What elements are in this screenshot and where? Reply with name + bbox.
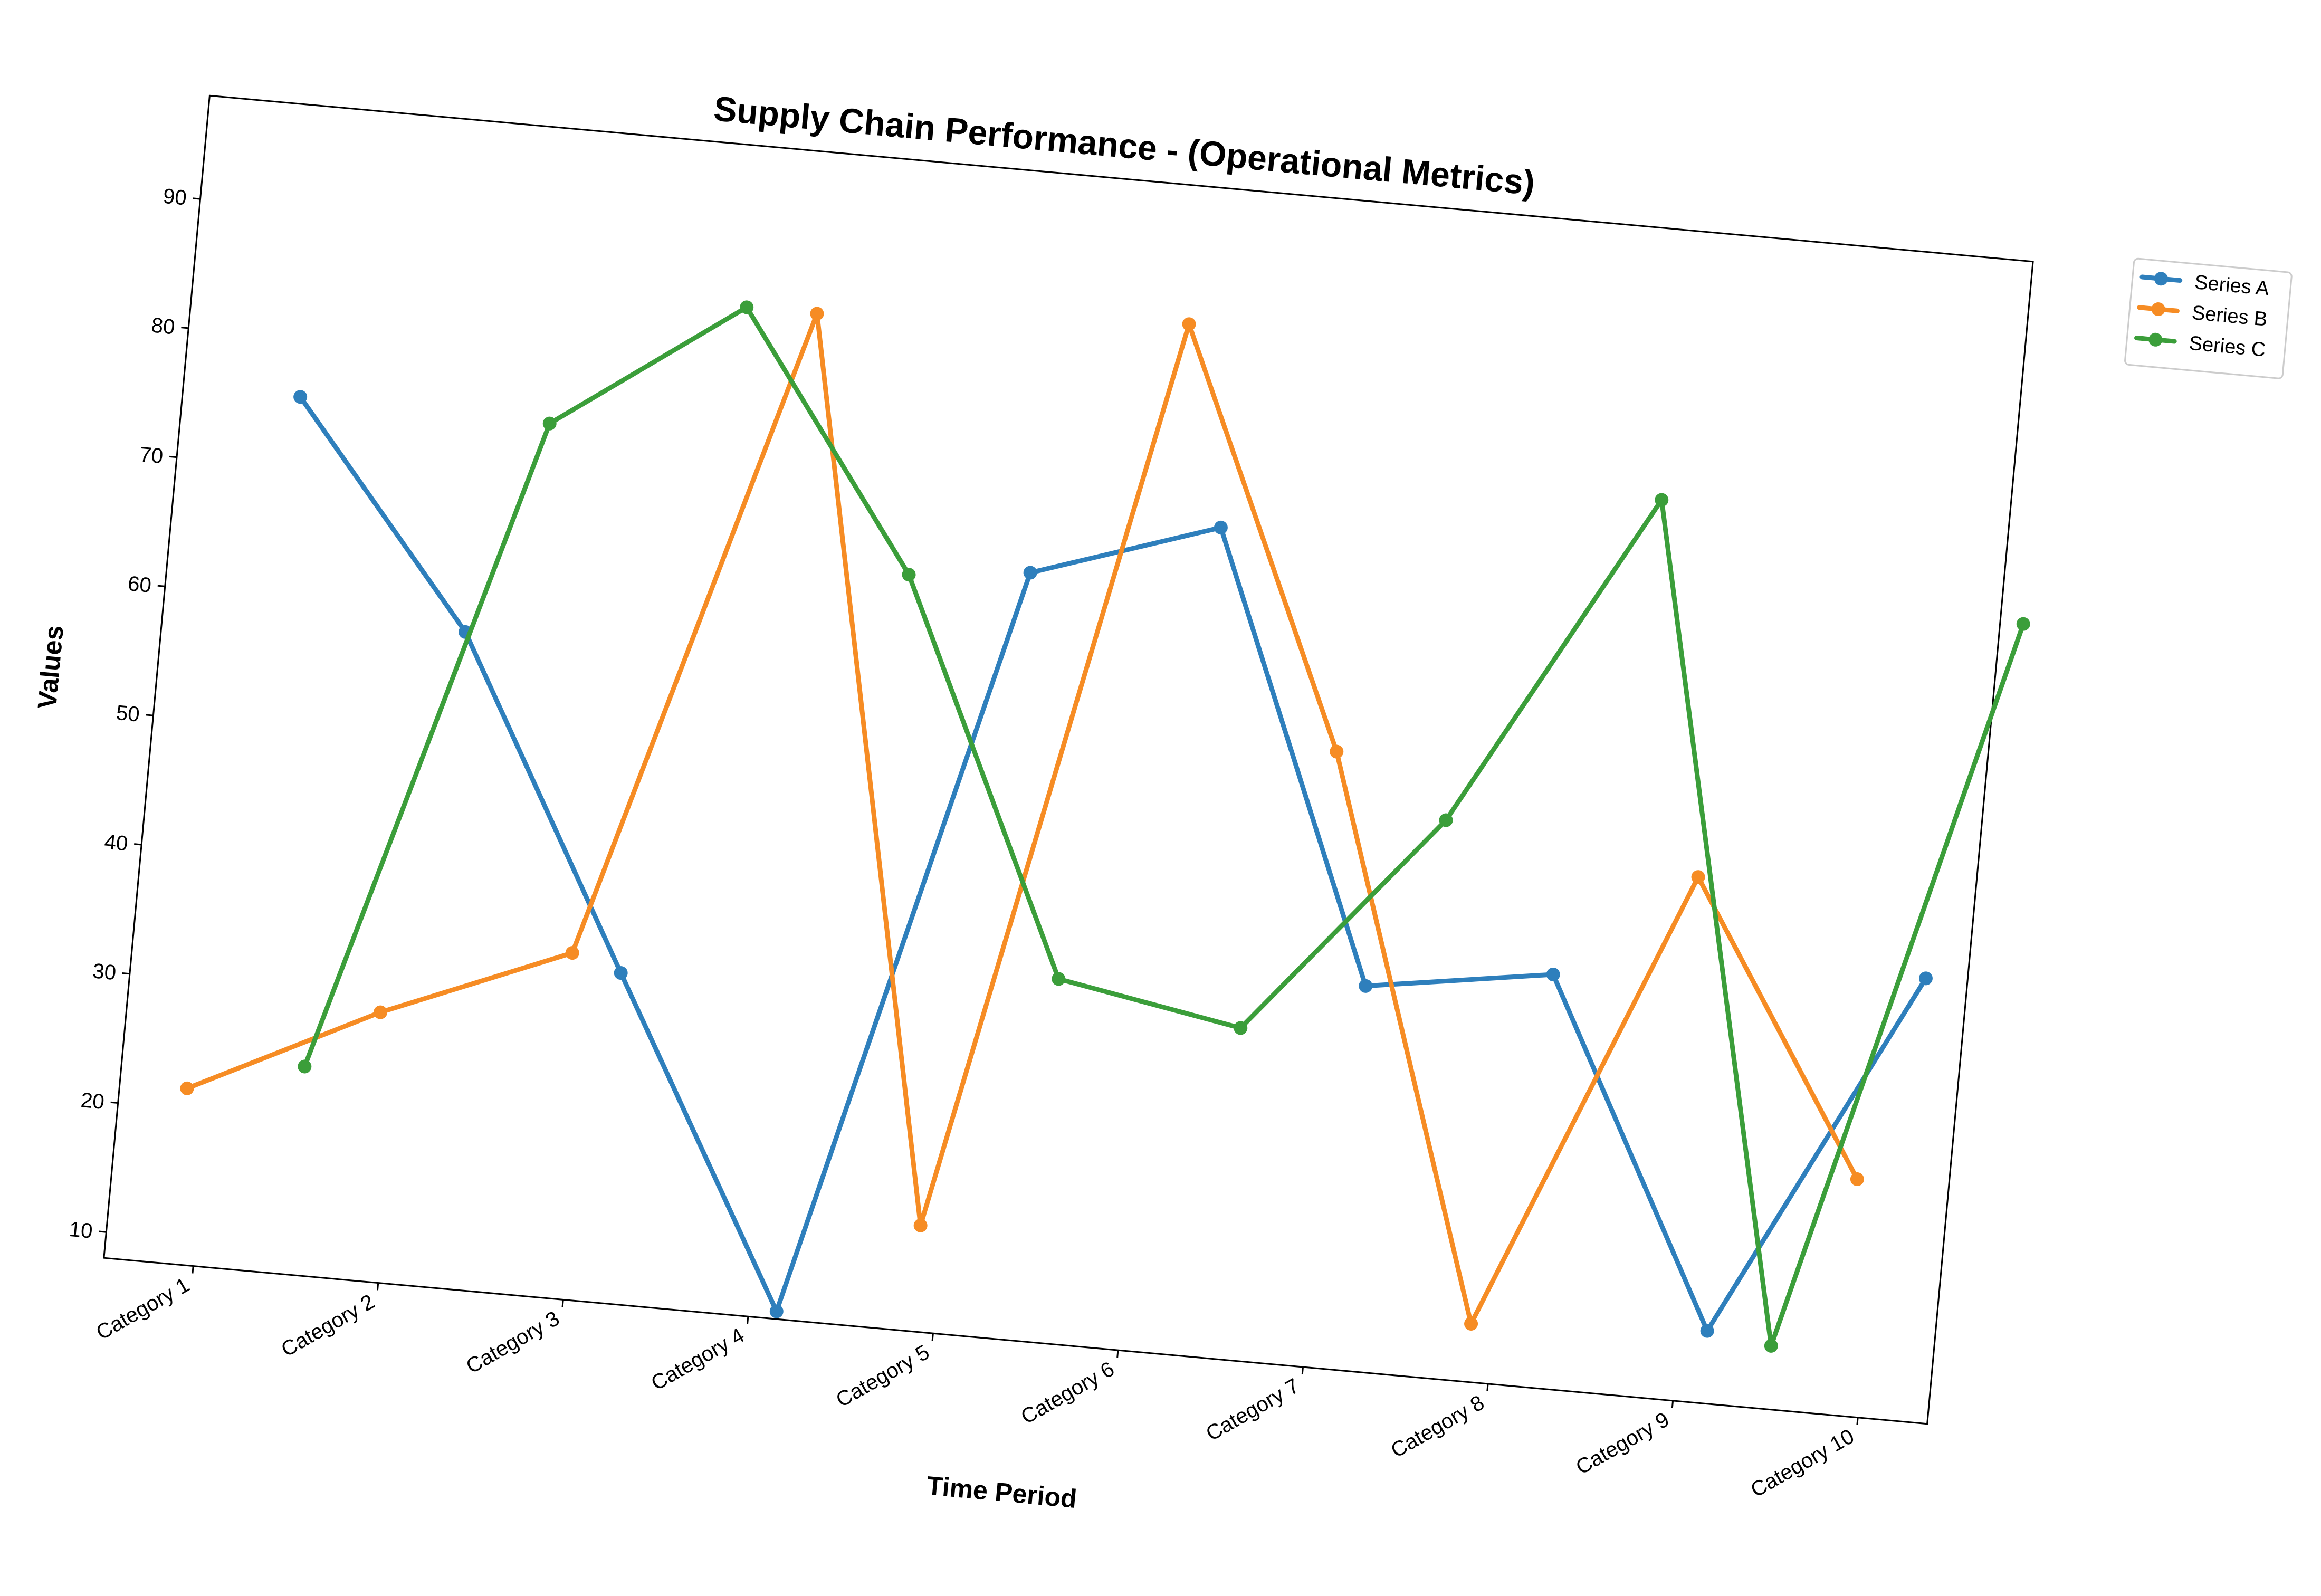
x-tick-label: Category 5 bbox=[832, 1341, 933, 1412]
data-point bbox=[1546, 967, 1560, 981]
data-point bbox=[565, 946, 579, 960]
data-point bbox=[769, 1304, 784, 1318]
data-point bbox=[293, 390, 308, 404]
series-line bbox=[298, 394, 1928, 1334]
x-tick-label: Category 8 bbox=[1387, 1391, 1488, 1462]
data-point bbox=[913, 1218, 928, 1232]
series-3 bbox=[298, 300, 2030, 1353]
plot-area-frame bbox=[103, 94, 2034, 1425]
data-point bbox=[1330, 744, 1344, 759]
data-point bbox=[1439, 813, 1453, 827]
y-tick-label: 20 bbox=[80, 1088, 105, 1114]
series-layer bbox=[180, 300, 2030, 1353]
data-point bbox=[740, 300, 754, 314]
x-tick-label: Category 7 bbox=[1202, 1374, 1303, 1445]
data-point bbox=[1764, 1339, 1778, 1353]
y-tick-mark bbox=[99, 1230, 107, 1233]
y-tick-label: 70 bbox=[139, 443, 164, 468]
data-point bbox=[1655, 493, 1669, 507]
x-tick-mark bbox=[561, 1299, 564, 1307]
legend-marker bbox=[2154, 272, 2168, 286]
x-tick-label: Category 6 bbox=[1017, 1358, 1119, 1429]
series-2 bbox=[180, 307, 1864, 1331]
x-tick-mark bbox=[1671, 1400, 1674, 1408]
y-axis: 10 20 30 40 50 60 70 80 90 bbox=[68, 185, 200, 1243]
data-point bbox=[810, 307, 824, 321]
x-axis-title: Time Period bbox=[925, 1470, 1078, 1514]
data-point bbox=[1234, 1021, 1248, 1035]
y-tick-mark bbox=[134, 843, 142, 846]
data-point bbox=[1182, 317, 1196, 331]
data-point bbox=[1359, 979, 1373, 993]
legend-box bbox=[2124, 257, 2293, 379]
y-tick-label: 80 bbox=[150, 314, 176, 339]
x-tick-mark bbox=[1856, 1417, 1859, 1425]
x-tick-label: Category 1 bbox=[92, 1273, 194, 1344]
series-line bbox=[184, 311, 1860, 1326]
chart-title: Supply Chain Performance - (Operational … bbox=[712, 89, 1537, 202]
data-point bbox=[902, 568, 916, 582]
x-tick-label: Category 10 bbox=[1747, 1425, 1858, 1502]
y-axis-title: Values bbox=[32, 624, 69, 710]
data-point bbox=[1052, 972, 1066, 986]
data-point bbox=[1850, 1172, 1864, 1186]
series-line bbox=[302, 304, 2026, 1349]
legend-marker bbox=[2148, 332, 2163, 347]
y-tick-label: 90 bbox=[162, 185, 187, 210]
data-point bbox=[1464, 1316, 1478, 1331]
y-tick-label: 40 bbox=[103, 830, 129, 856]
y-tick-mark bbox=[169, 455, 177, 458]
x-tick-label: Category 4 bbox=[647, 1324, 749, 1395]
data-point bbox=[1214, 520, 1228, 534]
series-1 bbox=[293, 390, 1933, 1338]
data-point bbox=[614, 966, 628, 980]
data-point bbox=[1700, 1324, 1714, 1338]
x-tick-mark bbox=[1116, 1350, 1119, 1358]
x-tick-mark bbox=[931, 1333, 934, 1341]
data-point bbox=[542, 416, 557, 431]
x-tick-mark bbox=[376, 1283, 379, 1291]
y-tick-label: 60 bbox=[127, 572, 152, 597]
data-point bbox=[374, 1005, 388, 1019]
y-tick-mark bbox=[110, 1101, 118, 1104]
data-point bbox=[2016, 617, 2030, 631]
data-point bbox=[1023, 566, 1037, 580]
x-tick-mark bbox=[1301, 1366, 1304, 1375]
data-point bbox=[180, 1081, 194, 1095]
legend-marker bbox=[2151, 302, 2165, 317]
y-tick-label: 10 bbox=[68, 1218, 93, 1243]
data-point bbox=[298, 1059, 312, 1074]
x-tick-mark bbox=[1486, 1383, 1489, 1392]
data-point bbox=[1691, 870, 1705, 884]
x-tick-label: Category 9 bbox=[1572, 1408, 1673, 1479]
x-tick-label: Category 2 bbox=[278, 1290, 379, 1361]
y-tick-label: 50 bbox=[115, 701, 140, 727]
x-axis: Category 1 Category 2 Category 3 Category 4… bbox=[92, 1266, 1859, 1502]
data-point bbox=[1918, 971, 1933, 986]
x-tick-label: Category 3 bbox=[462, 1307, 563, 1378]
y-tick-label: 30 bbox=[92, 959, 117, 985]
y-tick-mark bbox=[193, 197, 200, 200]
